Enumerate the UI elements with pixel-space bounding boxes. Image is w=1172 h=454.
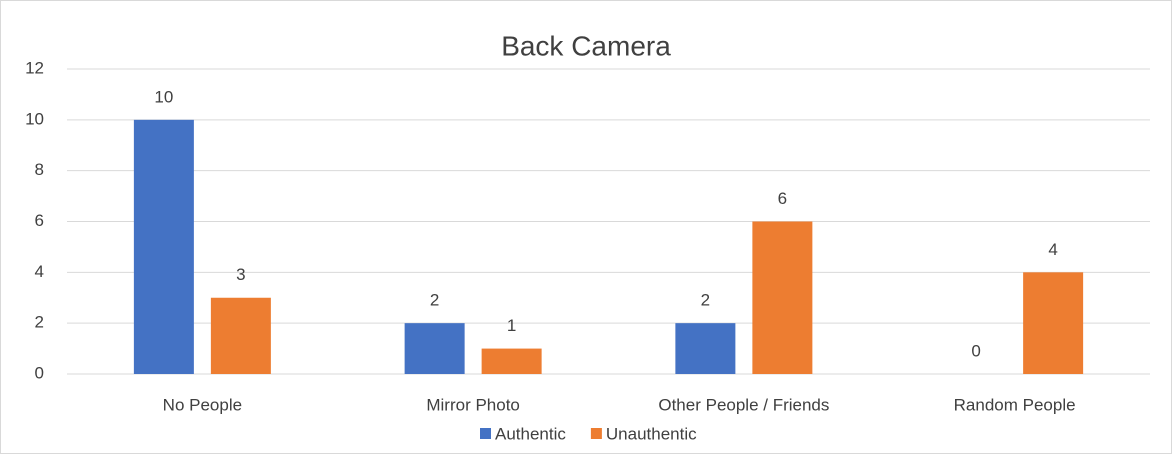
y-tick-label: 2 (35, 313, 44, 332)
bar (481, 348, 542, 374)
legend-swatch (590, 428, 602, 439)
bar (404, 323, 465, 374)
y-tick-label: 12 (25, 58, 44, 77)
y-tick-label: 4 (35, 262, 44, 281)
x-tick-label: Mirror Photo (426, 395, 520, 414)
data-label: 3 (236, 265, 245, 284)
data-label: 2 (701, 291, 710, 310)
bar (675, 323, 736, 374)
data-label: 4 (1048, 240, 1057, 259)
bar (210, 297, 271, 374)
bar (1023, 272, 1084, 374)
bar (752, 221, 813, 374)
y-tick-label: 10 (25, 109, 44, 128)
legend-label: Unauthentic (606, 424, 697, 443)
bar (133, 119, 194, 374)
legend-swatch (480, 428, 491, 439)
data-label: 6 (778, 189, 787, 208)
x-tick-label: Random People (954, 395, 1076, 414)
data-label: 2 (430, 291, 439, 310)
data-label: 0 (971, 341, 980, 360)
legend-label: Authentic (495, 424, 566, 443)
chart-title: Back Camera (501, 30, 671, 61)
y-tick-label: 8 (35, 160, 44, 179)
data-label: 10 (154, 87, 173, 106)
x-tick-label: Other People / Friends (658, 395, 829, 414)
y-tick-label: 0 (35, 363, 44, 382)
data-label: 1 (507, 316, 516, 335)
x-tick-label: No People (163, 395, 242, 414)
y-tick-label: 6 (35, 211, 44, 230)
